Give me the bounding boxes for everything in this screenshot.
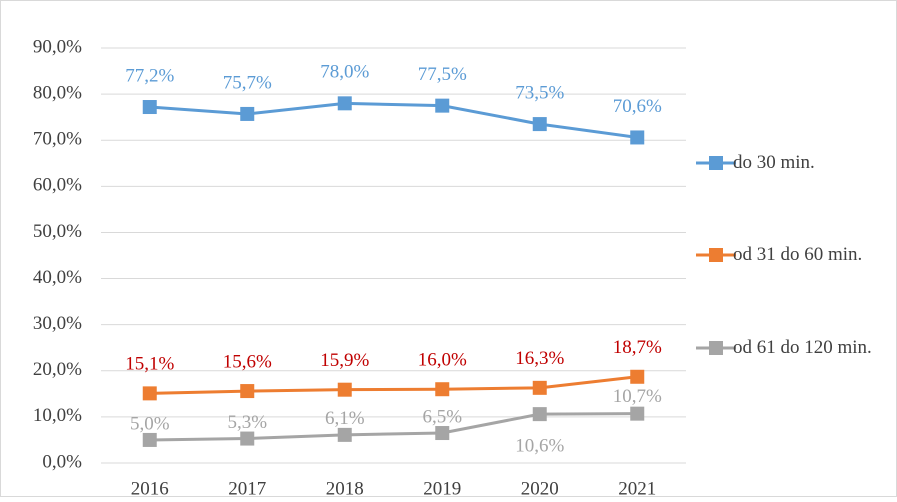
y-tick-label: 40,0% — [33, 267, 82, 288]
marker — [142, 432, 157, 447]
marker — [240, 431, 255, 446]
x-tick-label: 2020 — [521, 478, 559, 497]
data-label: 78,0% — [320, 62, 369, 83]
x-tick-label: 2018 — [326, 478, 364, 497]
y-tick-label: 0,0% — [42, 451, 82, 472]
marker — [337, 96, 352, 111]
marker — [435, 426, 450, 441]
data-label: 18,7% — [613, 337, 662, 358]
marker — [337, 427, 352, 442]
marker — [630, 130, 645, 145]
y-tick-label: 90,0% — [33, 36, 82, 57]
legend-marker — [709, 248, 723, 262]
data-label: 15,9% — [320, 350, 369, 371]
x-tick-label: 2016 — [131, 478, 169, 497]
y-tick-label: 70,0% — [33, 129, 82, 150]
series-line — [149, 412, 638, 442]
y-tick-label: 10,0% — [33, 405, 82, 426]
marker — [435, 98, 450, 113]
data-label: 15,1% — [125, 354, 174, 375]
data-label: 10,6% — [515, 435, 564, 456]
y-tick-label: 20,0% — [33, 359, 82, 380]
data-label: 5,3% — [227, 412, 267, 433]
data-label: 75,7% — [223, 72, 272, 93]
marker — [630, 369, 645, 384]
x-tick-label: 2021 — [618, 478, 656, 497]
marker — [240, 106, 255, 121]
data-label: 77,5% — [418, 64, 467, 85]
x-tick-label: 2017 — [228, 478, 266, 497]
legend-label: od 31 do 60 min. — [733, 244, 863, 265]
y-tick-label: 80,0% — [33, 82, 82, 103]
data-label: 73,5% — [515, 82, 564, 103]
marker — [630, 406, 645, 421]
marker — [240, 384, 255, 399]
series-line — [149, 101, 638, 139]
legend-label: do 30 min. — [733, 152, 815, 173]
data-label: 16,0% — [418, 350, 467, 371]
data-label: 6,1% — [325, 408, 365, 429]
legend-label: od 61 do 120 min. — [733, 337, 872, 358]
marker — [142, 100, 157, 115]
y-tick-label: 60,0% — [33, 175, 82, 196]
data-label: 5,0% — [130, 413, 170, 434]
x-tick-label: 2019 — [423, 478, 461, 497]
y-tick-label: 50,0% — [33, 221, 82, 242]
data-label: 10,7% — [613, 386, 662, 407]
legend-marker — [709, 156, 723, 170]
marker — [532, 117, 547, 132]
data-label: 15,6% — [223, 351, 272, 372]
marker — [435, 382, 450, 397]
data-label: 70,6% — [613, 96, 662, 117]
marker — [142, 386, 157, 401]
legend-marker — [709, 341, 723, 355]
series-line — [149, 375, 638, 395]
marker — [532, 380, 547, 395]
data-label: 16,3% — [515, 348, 564, 369]
data-label: 77,2% — [125, 65, 174, 86]
marker — [532, 407, 547, 422]
y-tick-label: 30,0% — [33, 313, 82, 334]
marker — [337, 382, 352, 397]
data-label: 6,5% — [422, 406, 462, 427]
